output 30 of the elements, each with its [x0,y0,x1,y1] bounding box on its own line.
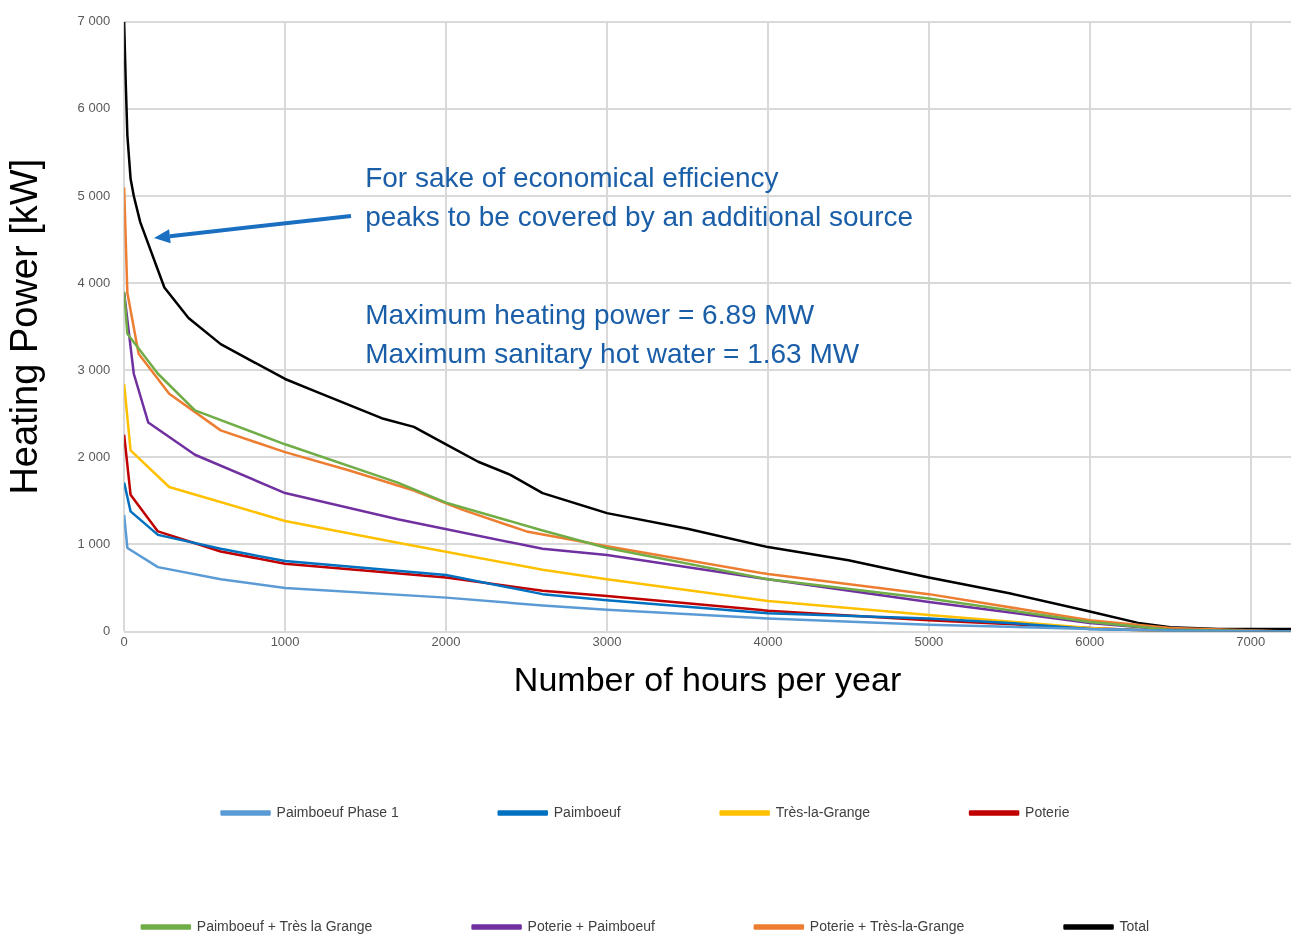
x-tick-label: 6000 [1075,633,1105,649]
y-tick-label: 3 000 [77,361,111,377]
legend-label: Poterie + Paimboeuf [527,917,655,934]
y-tick-label: 5 000 [77,187,111,203]
y-tick-label: 7 000 [77,13,111,29]
x-tick-label: 7000 [1236,633,1266,649]
legend-label: Poterie + Très-la-Grange [809,917,965,934]
x-tick-label: 1000 [270,633,300,649]
y-tick-label: 4 000 [77,274,111,290]
annotation: Maximum heating power = 6.89 MW [365,298,815,330]
legend-label: Poterie [1025,803,1070,820]
y-tick-label: 6 000 [77,100,111,116]
x-tick-label: 0 [120,633,128,649]
y-tick-label: 2 000 [77,448,111,464]
y-axis-title: Heating Power [kW] [3,158,46,495]
legend-label: Paimboeuf Phase 1 [276,803,399,820]
annotation: For sake of economical efficiency [365,161,779,193]
legend-label: Très-la-Grange [775,803,871,820]
annotation: peaks to be covered by an additional source [365,200,914,232]
legend-label: Total [1119,917,1150,934]
x-tick-label: 5000 [914,633,944,649]
x-tick-label: 2000 [431,633,461,649]
y-tick-label: 0 [102,623,111,639]
x-tick-label: 4000 [753,633,783,649]
annotation: Maximum sanitary hot water = 1.63 MW [365,337,860,369]
y-tick-label: 1 000 [77,536,111,552]
legend-label: Paimboeuf [553,803,621,820]
x-axis-title: Number of hours per year [513,659,902,698]
legend-label: Paimboeuf + Très la Grange [196,917,373,934]
x-tick-label: 3000 [592,633,622,649]
